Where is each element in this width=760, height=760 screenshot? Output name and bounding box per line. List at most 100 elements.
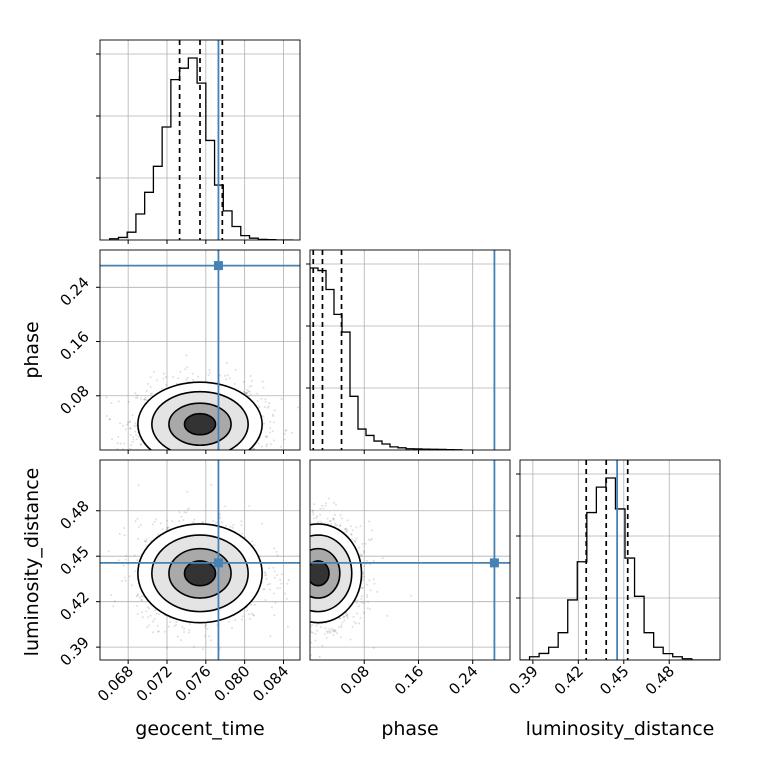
sample-point (218, 374, 221, 377)
sample-point (135, 595, 138, 598)
sample-point (346, 529, 349, 532)
sample-point (124, 579, 127, 582)
sample-point (175, 621, 178, 624)
sample-point (205, 624, 207, 627)
sample-point (358, 622, 360, 625)
sample-point (356, 599, 359, 602)
sample-point (261, 380, 264, 383)
sample-point (319, 513, 322, 516)
sample-point (346, 617, 349, 619)
sample-point (188, 507, 191, 510)
sample-point (355, 526, 358, 529)
sample-point (340, 636, 342, 639)
sample-point (94, 520, 96, 522)
sample-point (263, 406, 266, 408)
sample-point (157, 630, 160, 633)
sample-point (176, 635, 179, 638)
ytick-label-phase-1: 0.16 (56, 328, 92, 364)
sample-point (148, 624, 151, 627)
sample-point (352, 615, 355, 618)
ytick-label-phase-2: 0.24 (56, 273, 92, 309)
sample-point (185, 354, 188, 357)
sample-point (370, 538, 373, 540)
sample-point (310, 631, 313, 634)
sample-point (344, 612, 347, 615)
sample-point (179, 370, 182, 373)
sample-point (339, 514, 342, 517)
sample-point (165, 519, 168, 522)
frame-luminosity-distance (519, 459, 721, 661)
sample-point (372, 647, 375, 649)
sample-point (232, 524, 235, 526)
sample-point (284, 429, 287, 432)
sample-point (134, 570, 137, 573)
sample-point (126, 423, 129, 426)
xtick-label-geocent-time-0: 0.068 (94, 662, 137, 705)
sample-point (264, 400, 267, 403)
sample-point (364, 542, 367, 545)
sample-point (144, 396, 147, 399)
sample-point (333, 501, 336, 504)
sample-point (266, 435, 269, 438)
sample-point (345, 615, 348, 617)
sample-point (183, 627, 186, 630)
sample-point (207, 374, 210, 377)
sample-point (135, 438, 138, 441)
sample-point (286, 582, 289, 585)
sample-point (264, 572, 267, 574)
sample-point (116, 442, 119, 445)
sample-point (123, 442, 126, 445)
sample-point (134, 396, 137, 399)
sample-point (265, 436, 268, 439)
sample-point (327, 630, 330, 633)
sample-point (191, 372, 194, 375)
sample-point (264, 398, 267, 401)
sample-point (143, 398, 146, 401)
sample-point (363, 565, 365, 568)
sample-point (125, 554, 128, 557)
sample-point (242, 390, 245, 393)
sample-point (247, 390, 250, 393)
sample-point (158, 613, 160, 616)
sample-point (361, 542, 364, 545)
sample-point (152, 620, 154, 623)
sample-point (345, 528, 348, 531)
sample-point (263, 571, 266, 574)
sample-point (269, 443, 272, 446)
sample-point (146, 606, 149, 609)
sample-point (350, 538, 353, 541)
sample-point (192, 645, 195, 648)
sample-point (118, 532, 121, 535)
sample-point (248, 390, 251, 393)
sample-point (250, 379, 253, 382)
sample-point (266, 583, 269, 586)
sample-point (253, 447, 256, 450)
sample-point (135, 434, 137, 437)
sample-point (246, 609, 249, 612)
sample-point (137, 435, 140, 438)
sample-point (91, 399, 93, 401)
sample-point (177, 377, 180, 380)
sample-point (132, 438, 135, 441)
sample-point (332, 629, 335, 632)
sample-point (327, 497, 330, 500)
sample-point (325, 502, 328, 505)
sample-point (367, 600, 369, 603)
sample-point (332, 634, 335, 637)
sample-point (121, 579, 123, 582)
sample-point (143, 539, 146, 542)
sample-point (228, 377, 231, 380)
sample-point (265, 577, 268, 580)
sample-point (318, 655, 321, 658)
sample-point (316, 629, 319, 632)
sample-point (234, 619, 237, 622)
data-layer (91, 40, 720, 660)
sample-point (110, 594, 113, 597)
sample-point (324, 627, 327, 630)
sample-point (137, 526, 140, 528)
sample-point (280, 397, 283, 400)
sample-point (163, 630, 166, 633)
sample-point (154, 609, 157, 612)
sample-point (359, 616, 362, 619)
sample-point (332, 628, 335, 631)
